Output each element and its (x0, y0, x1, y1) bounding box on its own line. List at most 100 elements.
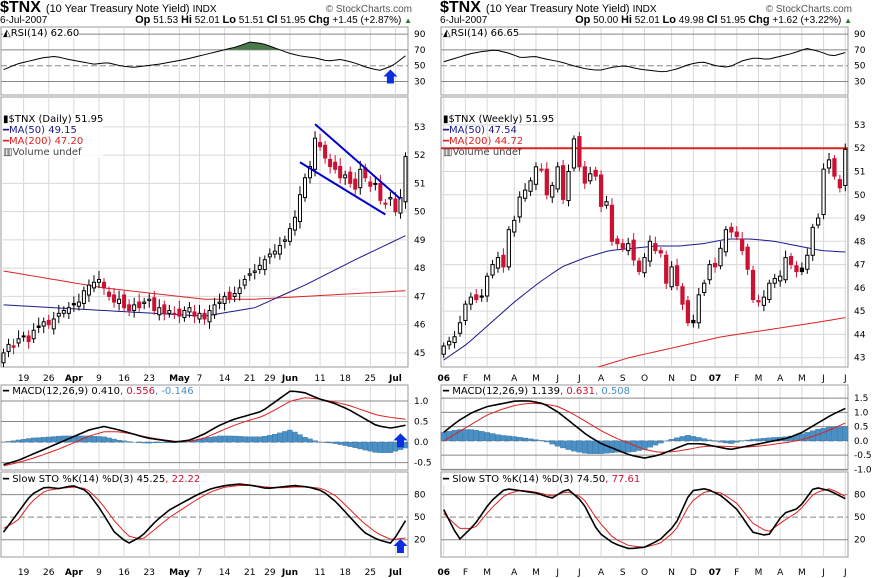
macd-histogram-bar (581, 440, 588, 454)
candle-body (81, 290, 86, 304)
macd-axis-tick-label: -0.5 (854, 451, 872, 461)
candle-body (479, 295, 484, 298)
candle-body (6, 343, 11, 352)
macd-histogram-bar (685, 435, 691, 442)
macd-histogram-bar (462, 429, 469, 442)
stockcharts-logo[interactable]: © StockCharts.com (765, 4, 852, 15)
x-axis-date-label: 26 (43, 374, 55, 384)
candle-body (323, 144, 328, 159)
candle-body (16, 338, 21, 344)
macd-histogram-bar (287, 429, 293, 443)
macd-histogram-bar (387, 441, 394, 453)
macd-histogram-bar (495, 434, 501, 442)
x-axis-date-label: A (511, 374, 518, 384)
candle-body (91, 281, 96, 289)
macd-histogram-bar (307, 438, 313, 443)
candle-body (348, 171, 353, 184)
candle-body (805, 254, 810, 270)
macd-axis-tick-label: 0.0 (854, 437, 869, 447)
high-label: Hi (180, 14, 192, 26)
sto-label: Slow STO %K(14) %D(3) 45.25 (12, 474, 166, 485)
x-axis-date-label: May (169, 568, 190, 578)
macd-histogram-bar (46, 436, 52, 443)
candle-body (490, 264, 495, 276)
candle-body (86, 284, 91, 296)
candle-body (712, 262, 718, 268)
macd-signal-value: , 0.631 (559, 386, 595, 397)
price-axis-tick-label: 51 (854, 167, 865, 177)
rsi-line (443, 48, 846, 73)
rsi-axis-tick-label: 90 (414, 30, 426, 40)
candle-body (609, 204, 615, 242)
candle-body (506, 229, 511, 268)
macd-histogram-bar (478, 431, 485, 442)
candle-body (292, 216, 297, 231)
candle-body (61, 310, 66, 314)
macd-histogram-bar (297, 434, 303, 443)
rsi-axis-tick-label: 70 (854, 46, 866, 56)
candle-body (282, 239, 287, 242)
candle-body (734, 231, 739, 238)
candle-body (297, 194, 302, 223)
candle-body (598, 174, 604, 207)
candle-body (302, 177, 308, 199)
candle-body (452, 336, 457, 344)
header-title-row: $TNX (10 Year Treasury Note Yield) INDX … (440, 0, 852, 16)
x-axis-date-label: M (532, 374, 540, 384)
macd-panel-frame (0, 384, 409, 471)
candle-body (837, 179, 842, 189)
x-axis-date-label: F (463, 568, 468, 578)
x-axis-date-label: 23 (144, 374, 155, 384)
x-axis-date-label: 14 (219, 374, 231, 384)
ma50-label: MA(50) 49.15 (9, 125, 77, 136)
macd-histogram-bar (484, 432, 490, 442)
macd-histogram-bar (636, 440, 642, 451)
left-chart: 90 70 50 30 45 46 47 48 49 50 51 52 53 1.0 0.5 0.0 -0.5 8… (0, 26, 432, 578)
macd-histogram-bar (804, 432, 811, 442)
price-axis-tick-label: 49 (414, 236, 426, 246)
x-axis-date-label: 11 (314, 374, 325, 384)
x-axis-date-label: N (668, 374, 675, 384)
right-sto-legend: ━ Slow STO %K(14) %D(3) 74.50, 77.61 (443, 474, 641, 485)
x-axis-date-label: 14 (219, 568, 231, 578)
candle-body (794, 265, 799, 273)
close-label: Cl (266, 14, 278, 26)
candle-body (272, 250, 277, 255)
candle-body (232, 293, 237, 297)
macd-histogram-bar (367, 441, 373, 452)
volume-icon: ▥ (443, 147, 453, 158)
rsi-axis-tick-label: 50 (414, 62, 426, 72)
open-value: 50.00 (593, 15, 619, 26)
x-axis-date-label: A (777, 568, 784, 578)
macd-histogram-bar (20, 439, 27, 443)
macd-histogram-bar (766, 437, 773, 442)
candle-body (463, 303, 468, 321)
x-axis-date-label: F (734, 374, 739, 384)
candle-body (826, 159, 832, 169)
macd-line-icon: ━ (3, 386, 13, 397)
rsi-axis-tick-label: 30 (854, 78, 866, 88)
candle-icon: ▮ (443, 114, 449, 125)
ma200-line (3, 270, 406, 300)
candle-body (441, 345, 446, 355)
open-value: 51.53 (153, 15, 179, 26)
x-axis-date-label: 21 (244, 374, 255, 384)
price-axis-tick-label: 48 (414, 264, 426, 274)
x-axis-date-label: A (598, 568, 605, 578)
price-axis-tick-label: 53 (854, 121, 865, 131)
candle-body (664, 254, 669, 284)
header-quote-row: 6-Jul-2007 Op 51.53 Hi 52.01 Lo 51.51 Cl… (0, 14, 412, 26)
candle-body (571, 138, 577, 169)
candle-body (383, 202, 388, 205)
macd-histogram-bar (101, 436, 107, 443)
candle-body (696, 294, 701, 324)
x-axis-date-label: 06 (437, 374, 450, 384)
price-axis-tick-label: 48 (854, 237, 866, 247)
x-axis-date-label: F (734, 568, 739, 578)
candle-body (647, 240, 653, 262)
macd-histogram-bar (761, 438, 767, 442)
stockcharts-logo[interactable]: © StockCharts.com (325, 4, 412, 15)
candle-body (447, 340, 452, 346)
macd-histogram-bar (221, 435, 228, 443)
x-axis-date-label: 16 (118, 568, 130, 578)
